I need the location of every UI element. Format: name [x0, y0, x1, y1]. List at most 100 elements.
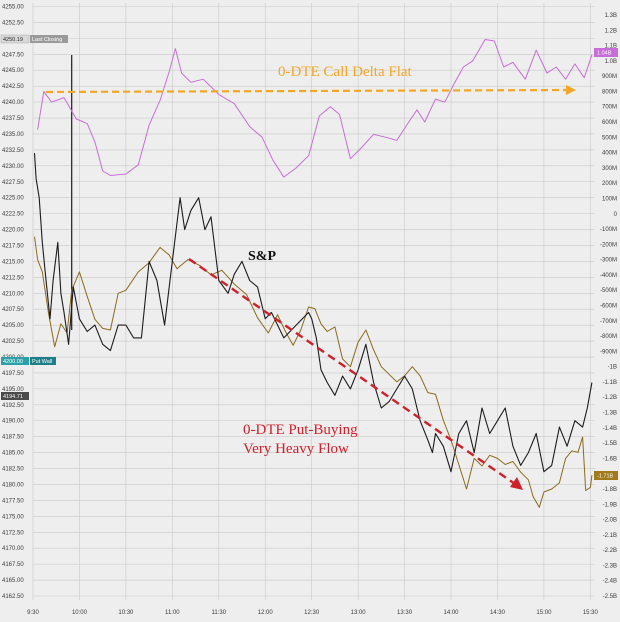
right-tick-label: -1.4B — [603, 426, 617, 432]
grid-lines — [32, 3, 595, 600]
right-tick-label: 300M — [602, 166, 617, 172]
right-tick-label: -700M — [600, 319, 617, 325]
left-tick-label: 4162.50 — [2, 594, 24, 600]
right-tick-label: 900M — [602, 74, 617, 80]
left-tick-label: 4235.00 — [2, 132, 24, 138]
put-buying-arrowhead — [510, 477, 523, 490]
left-tick-label: 4247.50 — [2, 52, 24, 58]
right-tick-label: -2.1B — [603, 533, 617, 539]
left-tick-label: 4232.50 — [2, 148, 24, 154]
right-tick-label: 800M — [602, 89, 617, 95]
left-tick-label: 4215.00 — [2, 259, 24, 265]
x-axis: 9:30 10:00 10:30 11:00 11:30 12:00 12:30 13:00 1… — [27, 610, 598, 616]
right-tick-label: -400M — [600, 273, 617, 279]
right-tick-label: -800M — [600, 334, 617, 340]
x-tick-label: 14:00 — [444, 610, 460, 616]
x-tick-label: 13:30 — [397, 610, 413, 616]
left-tick-label: 4255.00 — [2, 5, 24, 11]
right-tick-label: 1.0B — [605, 59, 617, 65]
x-tick-label: 10:00 — [72, 610, 88, 616]
left-tick-label: 4227.50 — [2, 180, 24, 186]
x-tick-label: 10:30 — [118, 610, 134, 616]
svg-text:4250.19: 4250.19 — [3, 37, 23, 43]
left-tick-label: 4170.00 — [2, 546, 24, 552]
right-tick-label: 1.3B — [605, 13, 617, 19]
left-tick-label: 4165.00 — [2, 578, 24, 584]
left-tick-label: 4252.50 — [2, 20, 24, 26]
right-tick-label: -2.3B — [603, 563, 617, 569]
left-tick-label: 4242.50 — [2, 84, 24, 90]
left-tick-label: 4192.50 — [2, 403, 24, 409]
right-tick-label: 200M — [602, 181, 617, 187]
right-tick-label: 600M — [602, 120, 617, 126]
call-flat-arrow — [45, 88, 569, 94]
x-tick-label: 12:00 — [258, 610, 274, 616]
right-tick-label: -1.5B — [603, 441, 617, 447]
series-lines — [33, 39, 593, 508]
right-tick-label: -1.6B — [603, 456, 617, 462]
svg-text:1.04B: 1.04B — [597, 51, 612, 57]
right-tick-label: 0 — [614, 212, 618, 218]
left-axis: 4255.004252.504250.004247.504245.004242.… — [2, 5, 24, 601]
left-tick-label: 4225.00 — [2, 196, 24, 202]
svg-text:Last Closing: Last Closing — [32, 37, 62, 43]
tag-put-wall: 4200.00 Put Wall — [1, 357, 56, 365]
right-tick-label: -500M — [600, 288, 617, 294]
svg-text:Put Wall: Put Wall — [32, 359, 52, 365]
left-tick-label: 4182.50 — [2, 467, 24, 473]
right-tick-label: -200M — [600, 242, 617, 248]
left-tick-label: 4187.50 — [2, 435, 24, 441]
left-tick-label: 4210.00 — [2, 291, 24, 297]
left-tick-label: 4197.50 — [2, 371, 24, 377]
left-tick-label: 4205.00 — [2, 323, 24, 329]
annotation-put-line1: 0-DTE Put-Buying — [243, 422, 358, 438]
left-tick-label: 4212.50 — [2, 275, 24, 281]
x-tick-label: 11:00 — [165, 610, 180, 616]
x-tick-label: 15:00 — [536, 610, 552, 616]
svg-text:4200.00: 4200.00 — [3, 359, 23, 365]
x-tick-label: 14:30 — [490, 610, 506, 616]
series-line-sp — [33, 153, 593, 473]
tag-put-right: -1.71B — [594, 471, 618, 480]
x-tick-label: 12:30 — [304, 610, 320, 616]
right-tick-label: -900M — [600, 349, 617, 355]
right-tick-label: -300M — [600, 258, 617, 264]
left-tick-label: 4195.00 — [2, 387, 24, 393]
svg-text:4194.71: 4194.71 — [3, 394, 23, 400]
left-tick-label: 4220.00 — [2, 228, 24, 234]
right-tick-label: -2.5B — [603, 594, 617, 600]
right-tick-label: -1B — [608, 365, 617, 371]
right-tick-label: 1.1B — [605, 44, 617, 50]
left-tick-label: 4167.50 — [2, 562, 24, 568]
x-tick-label: 13:00 — [351, 610, 367, 616]
left-tick-label: 4240.00 — [2, 100, 24, 106]
tag-sp-price: 4194.71 — [1, 392, 29, 400]
right-tick-label: 1.2B — [605, 28, 617, 34]
right-tick-label: -2.0B — [603, 518, 617, 524]
x-tick-label: 15:30 — [583, 610, 599, 616]
put-buying-arrow — [188, 258, 516, 485]
annotation-put-line2: Very Heavy Flow — [243, 441, 349, 457]
right-tick-label: -1.9B — [603, 502, 617, 508]
right-tick-label: 100M — [602, 196, 617, 202]
right-tick-label: -600M — [600, 304, 617, 310]
left-tick-label: 4230.00 — [2, 164, 24, 170]
annotation-call-delta-flat: 0-DTE Call Delta Flat — [278, 64, 413, 80]
x-tick-label: 9:30 — [27, 610, 39, 616]
right-tick-label: -1.2B — [603, 395, 617, 401]
x-tick-label: 11:30 — [211, 610, 226, 616]
left-tick-label: 4217.50 — [2, 243, 24, 249]
left-tick-label: 4202.50 — [2, 339, 24, 345]
left-tick-label: 4172.50 — [2, 530, 24, 536]
right-tick-label: 400M — [602, 151, 617, 157]
tag-last-closing: 4250.19 Last Closing — [0, 34, 68, 43]
right-tick-label: -2.4B — [603, 579, 617, 585]
right-tick-label: -1.1B — [603, 380, 617, 386]
tag-call-right: 1.04B — [594, 48, 618, 57]
left-tick-label: 4180.00 — [2, 482, 24, 488]
left-tick-label: 4185.00 — [2, 451, 24, 457]
left-tick-label: 4222.50 — [2, 212, 24, 218]
left-tick-label: 4175.00 — [2, 514, 24, 520]
